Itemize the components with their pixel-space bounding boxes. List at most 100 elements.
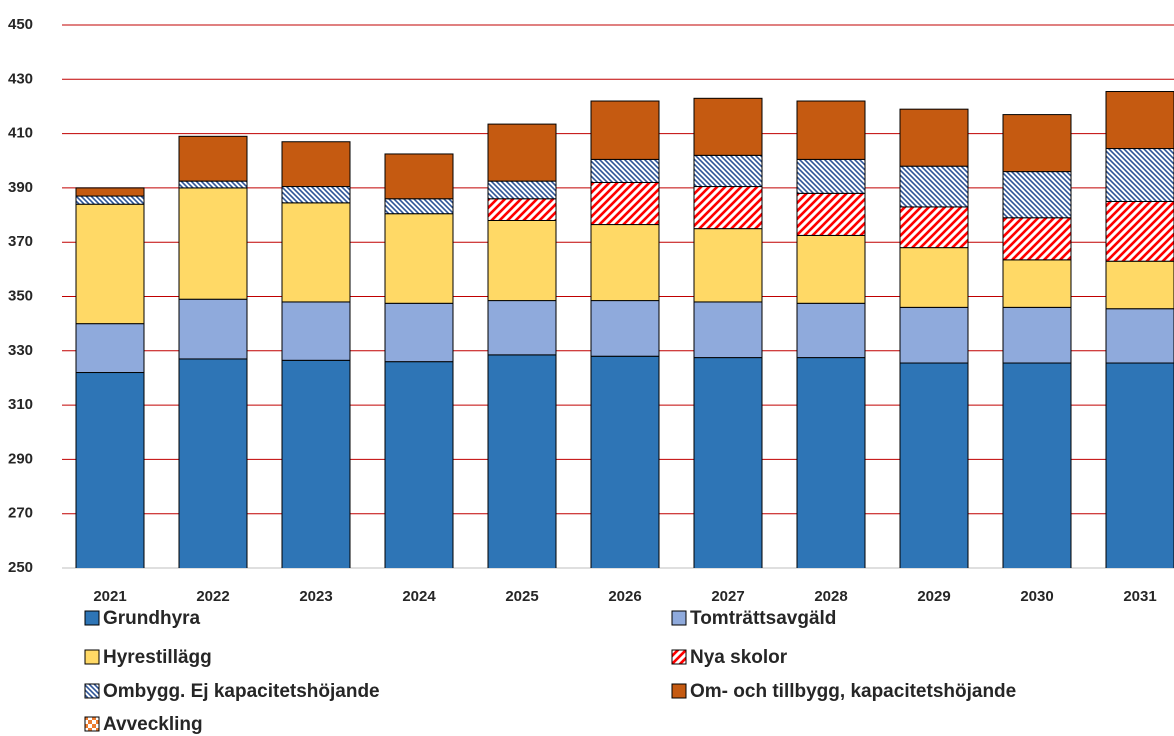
legend-label: Ombygg. Ej kapacitetshöjande xyxy=(103,681,380,702)
bar-segment xyxy=(487,123,557,182)
bar-segment xyxy=(1105,362,1174,568)
bar-segment xyxy=(1002,362,1072,568)
bar-segment xyxy=(75,323,145,374)
bar-segment xyxy=(590,355,660,568)
legend-swatch xyxy=(671,683,687,699)
bars xyxy=(75,91,1174,568)
x-tick-label: 2026 xyxy=(608,588,641,605)
bar-segment xyxy=(1105,200,1174,262)
bar-segment xyxy=(1002,217,1072,261)
bar-segment xyxy=(487,180,557,200)
y-tick-label: 430 xyxy=(8,70,33,87)
bar-segment xyxy=(487,354,557,568)
bar-segment xyxy=(1002,114,1072,173)
bar-segment xyxy=(281,186,351,204)
bar-segment xyxy=(1105,91,1174,150)
bar-segment xyxy=(899,206,969,249)
y-tick-label: 410 xyxy=(8,125,33,142)
bar-segment xyxy=(384,361,454,568)
bar-segment xyxy=(590,100,660,160)
bar-segment xyxy=(281,359,351,568)
y-tick-label: 270 xyxy=(8,505,33,522)
x-tick-label: 2027 xyxy=(711,588,744,605)
bar-segment xyxy=(1105,148,1174,202)
bar-segment xyxy=(899,108,969,167)
bar-segment xyxy=(75,372,145,568)
bar-segment xyxy=(693,97,763,156)
bar-segment xyxy=(75,187,145,197)
x-tick-label: 2031 xyxy=(1123,588,1156,605)
legend-label: Hyrestillägg xyxy=(103,647,212,668)
bar-segment xyxy=(487,198,557,221)
bar-segment xyxy=(1002,259,1072,308)
bar-segment xyxy=(693,357,763,568)
legend-swatch xyxy=(84,716,100,732)
bar-segment xyxy=(796,158,866,194)
y-tick-label: 390 xyxy=(8,179,33,196)
bar-segment xyxy=(1002,171,1072,219)
bar-segment xyxy=(1002,306,1072,364)
legend-label: Om- och tillbygg, kapacitetshöjande xyxy=(690,681,1016,702)
x-tick-label: 2023 xyxy=(299,588,332,605)
bar-segment xyxy=(796,357,866,568)
x-tick-label: 2021 xyxy=(93,588,126,605)
bar-segment xyxy=(796,302,866,359)
legend-label: Grundhyra xyxy=(103,608,201,629)
bar-segment xyxy=(1105,260,1174,310)
bar-segment xyxy=(796,192,866,236)
bar-segment xyxy=(899,362,969,568)
bar-segment xyxy=(693,228,763,303)
bar-segment xyxy=(384,213,454,304)
bar-segment xyxy=(693,301,763,359)
bar-segment xyxy=(899,247,969,308)
bar-segment xyxy=(178,298,248,360)
bar-segment xyxy=(281,141,351,188)
legend-swatch xyxy=(84,683,100,699)
y-tick-label: 330 xyxy=(8,342,33,359)
bar-segment xyxy=(384,198,454,215)
legend-swatch xyxy=(84,610,100,626)
legend-label: Nya skolor xyxy=(690,647,788,668)
x-tick-label: 2025 xyxy=(505,588,538,605)
legend-swatch xyxy=(671,610,687,626)
bar-segment xyxy=(590,181,660,226)
legend-label: Tomträttsavgäld xyxy=(690,608,836,629)
y-tick-label: 370 xyxy=(8,233,33,250)
y-tick-label: 450 xyxy=(8,16,33,33)
legend-swatch xyxy=(671,649,687,665)
y-tick-label: 250 xyxy=(8,559,33,576)
bar-segment xyxy=(590,300,660,357)
y-tick-label: 310 xyxy=(8,396,33,413)
x-tick-label: 2030 xyxy=(1020,588,1053,605)
bar-segment xyxy=(590,158,660,183)
bar-segment xyxy=(178,187,248,300)
bar-segment xyxy=(178,135,248,182)
bar-segment xyxy=(178,180,248,189)
bar-segment xyxy=(693,154,763,188)
bar-segment xyxy=(590,224,660,302)
bar-segment xyxy=(796,234,866,304)
bar-segment xyxy=(1105,308,1174,364)
bar-segment xyxy=(693,186,763,230)
bar-segment xyxy=(281,301,351,361)
legend-swatch xyxy=(84,649,100,665)
x-tick-label: 2029 xyxy=(917,588,950,605)
bar-segment xyxy=(178,358,248,568)
bar-segment xyxy=(75,203,145,325)
y-tick-label: 290 xyxy=(8,450,33,467)
x-tick-label: 2022 xyxy=(196,588,229,605)
y-tick-label: 350 xyxy=(8,287,33,304)
legend-label: Avveckling xyxy=(103,714,203,735)
bar-segment xyxy=(384,153,454,200)
bar-segment xyxy=(75,195,145,205)
bar-segment xyxy=(487,300,557,356)
bar-segment xyxy=(899,306,969,364)
x-tick-label: 2028 xyxy=(814,588,847,605)
bar-segment xyxy=(487,219,557,302)
bar-segment xyxy=(281,202,351,303)
bar-segment xyxy=(899,165,969,208)
bar-segment xyxy=(384,302,454,363)
bar-segment xyxy=(796,100,866,160)
x-tick-label: 2024 xyxy=(402,588,436,605)
